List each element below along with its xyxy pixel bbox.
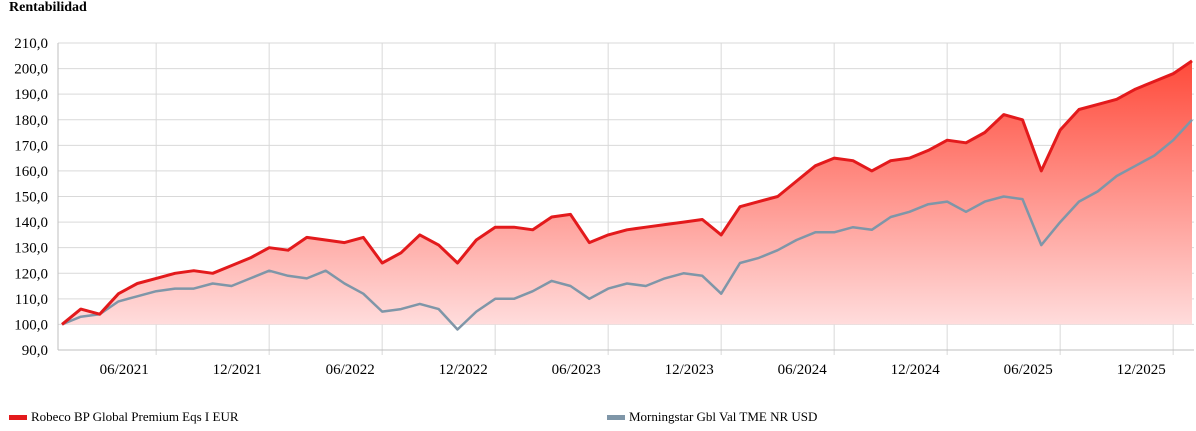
y-axis: 90,0 100,0 110,0 120,0 130,0 140,0 150,0 160,0 1… <box>14 36 48 359</box>
legend-item-fund[interactable]: Robeco BP Global Premium Eqs I EUR <box>9 409 239 425</box>
x-axis: 06/2021 12/2021 06/2022 12/2022 06/2023 12/20… <box>100 362 1166 378</box>
y-tick-label: 180,0 <box>14 113 48 129</box>
y-tick-label: 100,0 <box>14 317 48 333</box>
x-tick-label: 06/2022 <box>326 362 375 378</box>
y-tick-label: 110,0 <box>15 292 48 308</box>
y-tick-label: 130,0 <box>14 241 48 257</box>
x-tick-label: 12/2024 <box>891 362 941 378</box>
series-lines <box>61 59 1193 331</box>
legend-label-benchmark: Morningstar Gbl Val TME NR USD <box>629 409 818 424</box>
y-tick-label: 150,0 <box>14 190 48 206</box>
legend-label-fund: Robeco BP Global Premium Eqs I EUR <box>31 409 239 424</box>
x-tick-label: 06/2021 <box>100 362 149 378</box>
y-tick-label: 120,0 <box>14 266 48 282</box>
x-tick-label: 06/2025 <box>1004 362 1053 378</box>
legend-item-benchmark[interactable]: Morningstar Gbl Val TME NR USD <box>607 409 817 425</box>
performance-chart: 90,0 100,0 110,0 120,0 130,0 140,0 150,0 160,0 1… <box>14 36 1194 378</box>
area-fill <box>62 60 1192 325</box>
chart-title: Rentabilidad <box>9 0 87 15</box>
y-tick-label: 140,0 <box>14 215 48 231</box>
y-tick-label: 190,0 <box>14 87 48 103</box>
x-tick-label: 12/2021 <box>213 362 262 378</box>
x-tick-label: 12/2025 <box>1117 362 1166 378</box>
y-tick-label: 170,0 <box>14 138 48 154</box>
y-tick-label: 160,0 <box>14 164 48 180</box>
legend-swatch-benchmark <box>607 414 625 420</box>
legend-swatch-fund <box>9 414 27 420</box>
x-tick-label: 12/2022 <box>439 362 488 378</box>
y-tick-label: 210,0 <box>14 36 48 52</box>
x-tick-label: 06/2023 <box>552 362 601 378</box>
fund-series-line <box>61 59 1193 326</box>
benchmark-series-line <box>61 118 1193 331</box>
y-tick-label: 200,0 <box>14 62 48 78</box>
x-tick-label: 12/2023 <box>665 362 714 378</box>
x-tick-label: 06/2024 <box>778 362 828 378</box>
fund-area <box>62 60 1192 325</box>
y-tick-label: 90,0 <box>22 343 48 359</box>
